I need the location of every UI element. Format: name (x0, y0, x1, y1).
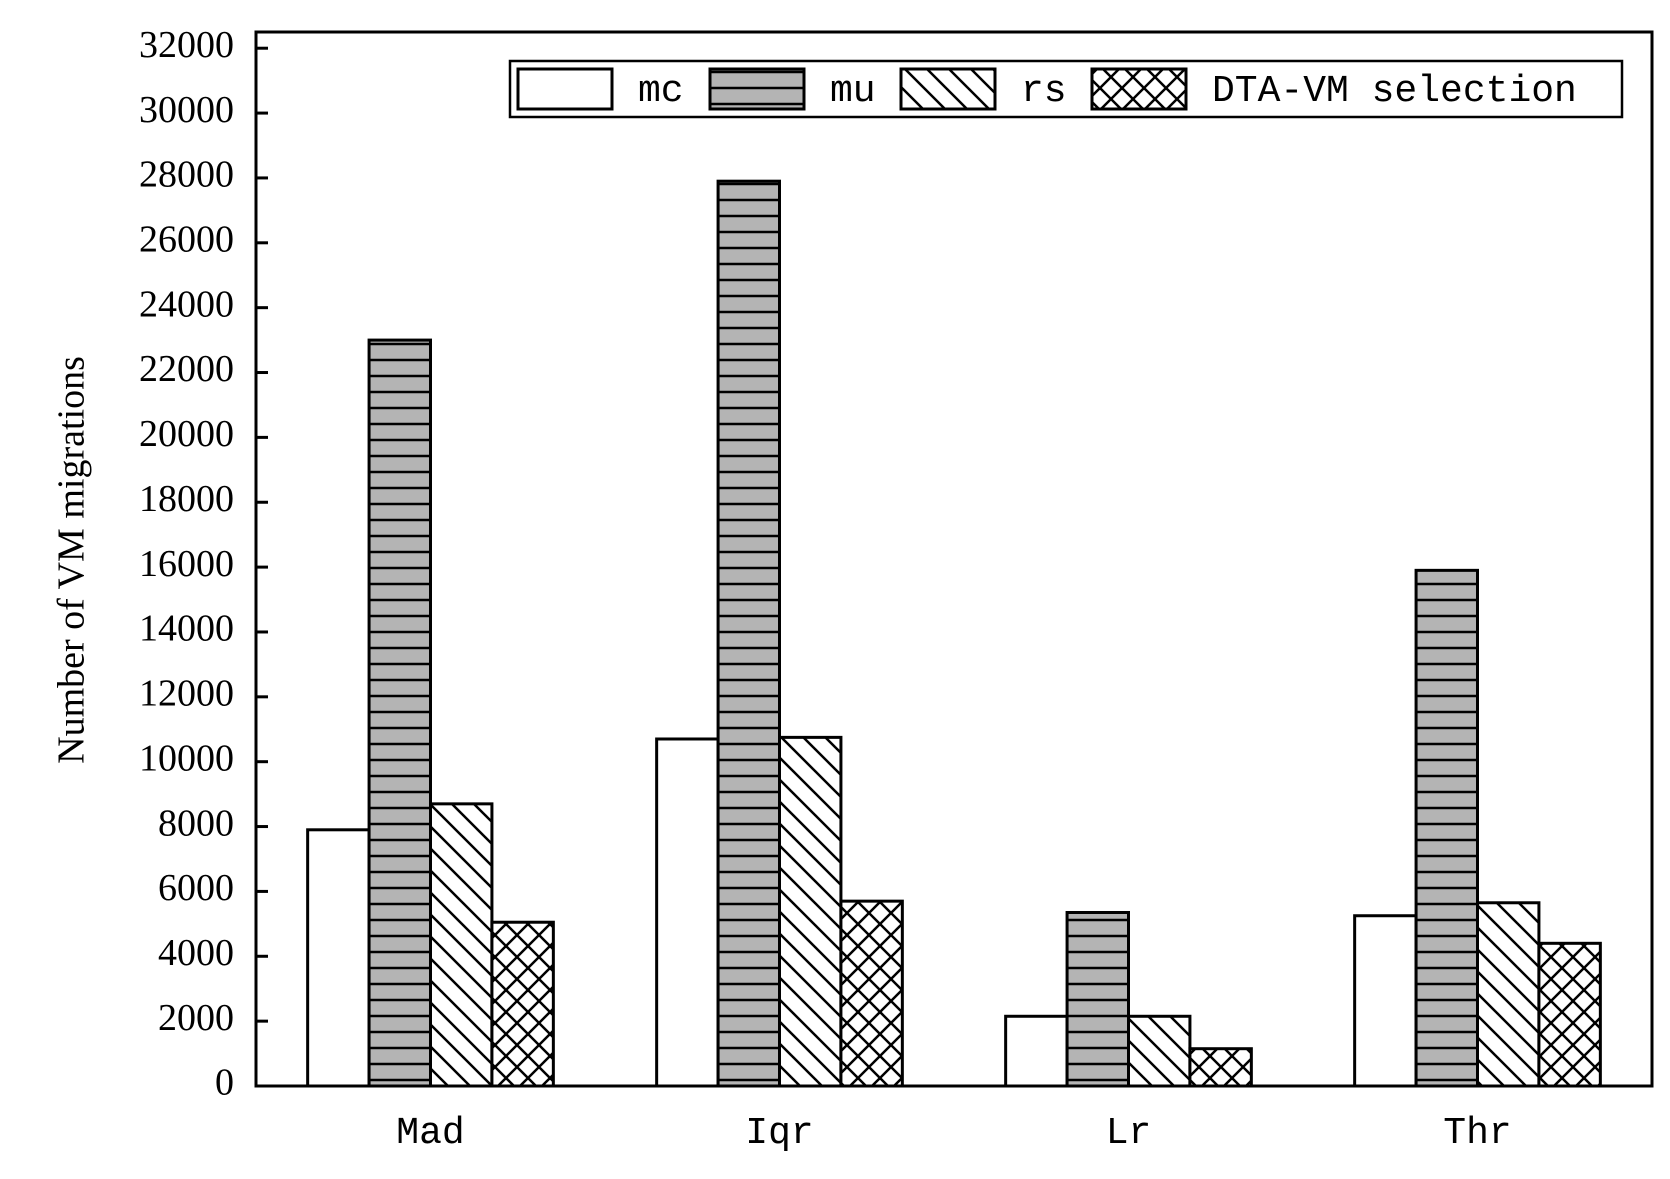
bar (1353, 914, 1418, 1088)
y-tick-label: 18000 (139, 478, 234, 520)
x-tick-label: Mad (396, 1112, 464, 1155)
bar (839, 899, 904, 1088)
bar (655, 737, 720, 1088)
legend-label: rs (1021, 70, 1067, 113)
y-tick-label: 2000 (158, 997, 234, 1039)
bar (1065, 910, 1131, 1088)
y-tick-label: 0 (215, 1062, 234, 1104)
legend-label: mc (638, 70, 684, 113)
bar (1004, 1014, 1069, 1088)
y-tick-label: 30000 (139, 89, 234, 131)
y-tick-label: 4000 (158, 932, 234, 974)
bar (490, 920, 555, 1088)
x-tick-label: Lr (1106, 1112, 1152, 1155)
y-tick-label: 8000 (158, 802, 234, 844)
legend-swatch (708, 67, 806, 111)
legend-swatch (516, 67, 614, 111)
bar (778, 735, 843, 1088)
bar (306, 828, 371, 1088)
bar (1188, 1047, 1253, 1088)
legend-label: mu (830, 70, 876, 113)
legend-swatch (1090, 67, 1188, 111)
bar (1537, 941, 1602, 1088)
bar (1127, 1014, 1192, 1088)
legend-label: DTA-VM selection (1212, 70, 1577, 113)
bar (716, 179, 781, 1088)
y-axis-label: Number of VM migrations (51, 356, 93, 764)
y-tick-label: 20000 (139, 413, 234, 455)
x-tick-label: Iqr (745, 1112, 813, 1155)
y-tick-label: 12000 (139, 673, 234, 715)
y-tick-label: 24000 (139, 283, 234, 325)
y-tick-label: 16000 (139, 543, 234, 585)
y-tick-label: 22000 (139, 348, 234, 390)
bar (1414, 568, 1480, 1088)
y-tick-label: 6000 (158, 867, 234, 909)
plot-frame (254, 30, 1654, 1088)
y-tick-label: 32000 (139, 24, 234, 66)
y-tick-label: 10000 (139, 737, 234, 779)
legend-swatch (899, 67, 997, 111)
y-tick-label: 28000 (139, 154, 234, 196)
bar (1476, 901, 1541, 1088)
legend-box (508, 59, 1624, 119)
bar (367, 338, 432, 1088)
bar (429, 802, 494, 1088)
y-tick-label: 26000 (139, 219, 234, 261)
x-tick-label: Thr (1443, 1112, 1511, 1155)
y-tick-label: 14000 (139, 608, 234, 650)
